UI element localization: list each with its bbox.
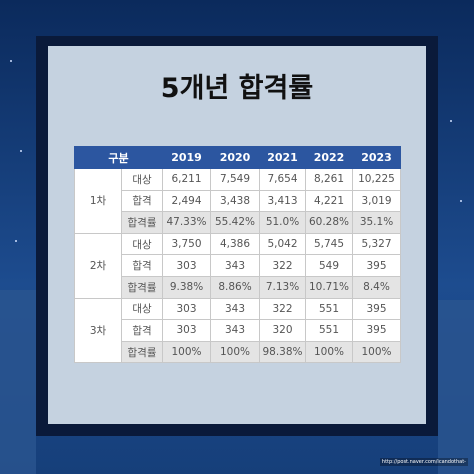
row-label: 대상	[121, 232, 163, 256]
cell: 35.1%	[352, 211, 401, 234]
row: 합격 303 343 322 549 395	[75, 254, 401, 277]
row-label: 대상	[121, 168, 163, 191]
header-cell: 2020	[210, 146, 260, 169]
cell: 3,438	[210, 189, 260, 213]
star	[10, 60, 12, 62]
star	[450, 120, 452, 122]
row-label: 합격률	[121, 275, 163, 299]
header-cell: 2019	[162, 146, 211, 169]
header-cell: 구분	[74, 146, 163, 169]
star	[15, 240, 17, 242]
cell: 322	[259, 297, 306, 321]
cell: 100%	[210, 340, 260, 364]
row-label: 대상	[121, 297, 163, 321]
title: 5개년 합격률	[160, 73, 314, 104]
header-cell: 2021	[259, 146, 306, 169]
cell: 8.86%	[210, 275, 260, 299]
row: 2차 대상 3,750 4,386 5,042 5,745 5,327	[74, 232, 401, 299]
header-row: 구분 2019 2020 2021 2022 2023	[74, 146, 401, 169]
cell: 303	[162, 319, 211, 342]
cell: 2,494	[162, 189, 211, 213]
row-label: 합격률	[121, 340, 163, 364]
header-cell: 2023	[352, 146, 401, 169]
row: 합격률 9.38% 8.86% 7.13% 10.71% 8.4%	[75, 275, 401, 299]
cell: 9.38%	[162, 275, 211, 299]
cell: 5,745	[305, 232, 353, 256]
building	[438, 300, 474, 474]
cell: 10.71%	[305, 275, 353, 299]
cell: 4,386	[210, 232, 260, 256]
cell: 4,221	[305, 189, 353, 213]
cell: 343	[210, 319, 260, 342]
cell: 5,042	[259, 232, 306, 256]
watermark: http://post.naver.com/icandothat-	[379, 458, 468, 466]
row: 합격률 100% 100% 98.38% 100% 100%	[75, 340, 401, 364]
cell: 7.13%	[259, 275, 306, 299]
cell: 98.38%	[259, 340, 306, 364]
cell: 100%	[352, 340, 401, 364]
cell: 8,261	[305, 168, 353, 191]
group-label: 2차	[74, 232, 122, 299]
cell: 320	[259, 319, 306, 342]
group-label: 3차	[74, 297, 122, 364]
cell: 100%	[305, 340, 353, 364]
row-label: 합격	[121, 189, 163, 213]
cell: 322	[259, 254, 306, 277]
cell: 395	[352, 254, 401, 277]
cell: 55.42%	[210, 211, 260, 234]
cell: 303	[162, 254, 211, 277]
row: 1차 대상 6,211 7,549 7,654 8,261 10,225	[74, 168, 401, 234]
row: 합격 303 343 320 551 395	[75, 319, 401, 342]
cell: 303	[162, 297, 211, 321]
cell: 6,211	[162, 168, 211, 191]
row-label: 합격	[121, 319, 163, 342]
cell: 7,654	[259, 168, 306, 191]
cell: 8.4%	[352, 275, 401, 299]
cell: 343	[210, 254, 260, 277]
cell: 3,750	[162, 232, 211, 256]
cell: 551	[305, 319, 353, 342]
cell: 51.0%	[259, 211, 306, 234]
cell: 7,549	[210, 168, 260, 191]
row: 3차 대상 303 343 322 551 395	[74, 297, 401, 364]
cell: 60.28%	[305, 211, 353, 234]
star	[460, 200, 462, 202]
cell: 100%	[162, 340, 211, 364]
group-label: 1차	[74, 168, 122, 234]
cell: 5,327	[352, 232, 401, 256]
cell: 395	[352, 319, 401, 342]
row: 합격률 47.33% 55.42% 51.0% 60.28% 35.1%	[75, 211, 401, 234]
row-label: 합격률	[121, 211, 163, 234]
star	[20, 150, 22, 152]
cell: 3,413	[259, 189, 306, 213]
cell: 343	[210, 297, 260, 321]
cell: 10,225	[352, 168, 401, 191]
cell: 549	[305, 254, 353, 277]
header-cell: 2022	[305, 146, 353, 169]
cell: 395	[352, 297, 401, 321]
building	[0, 290, 36, 474]
cell: 3,019	[352, 189, 401, 213]
cell: 47.33%	[162, 211, 211, 234]
row: 합격 2,494 3,438 3,413 4,221 3,019	[75, 189, 401, 213]
row-label: 합격	[121, 254, 163, 277]
table: 구분 2019 2020 2021 2022 2023 1차 대상 6,211 7,549 7,65…	[74, 146, 401, 364]
cell: 551	[305, 297, 353, 321]
